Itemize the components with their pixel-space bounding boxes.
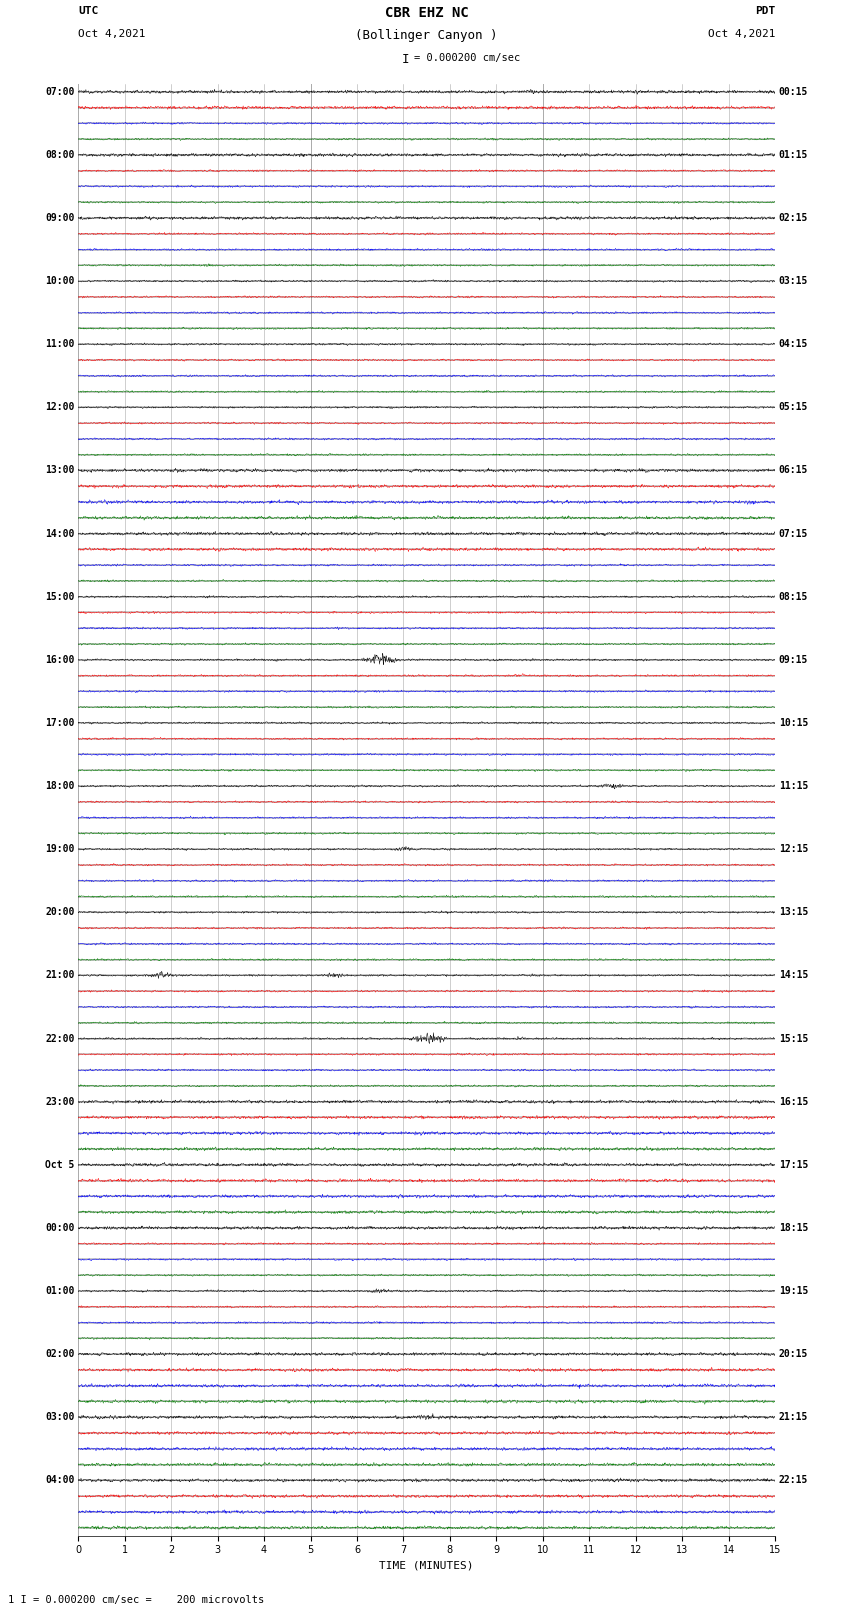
Text: 00:15: 00:15 bbox=[779, 87, 808, 97]
Text: 21:00: 21:00 bbox=[45, 971, 75, 981]
Text: 03:15: 03:15 bbox=[779, 276, 808, 286]
Text: 14:00: 14:00 bbox=[45, 529, 75, 539]
Text: 19:00: 19:00 bbox=[45, 844, 75, 855]
Text: Oct 4,2021: Oct 4,2021 bbox=[708, 29, 775, 39]
Text: 17:00: 17:00 bbox=[45, 718, 75, 727]
Text: 20:00: 20:00 bbox=[45, 907, 75, 918]
Text: 16:15: 16:15 bbox=[779, 1097, 808, 1107]
Text: 03:00: 03:00 bbox=[45, 1413, 75, 1423]
Text: 04:00: 04:00 bbox=[45, 1476, 75, 1486]
Text: 15:00: 15:00 bbox=[45, 592, 75, 602]
Text: 10:00: 10:00 bbox=[45, 276, 75, 286]
Text: 02:00: 02:00 bbox=[45, 1348, 75, 1360]
Text: UTC: UTC bbox=[78, 6, 99, 16]
Text: 10:15: 10:15 bbox=[779, 718, 808, 727]
Text: 11:15: 11:15 bbox=[779, 781, 808, 790]
Text: 01:15: 01:15 bbox=[779, 150, 808, 160]
Text: 00:00: 00:00 bbox=[45, 1223, 75, 1232]
Text: 19:15: 19:15 bbox=[779, 1286, 808, 1295]
Text: 04:15: 04:15 bbox=[779, 339, 808, 350]
Text: 07:00: 07:00 bbox=[45, 87, 75, 97]
Text: PDT: PDT bbox=[755, 6, 775, 16]
Text: 02:15: 02:15 bbox=[779, 213, 808, 223]
Text: 22:15: 22:15 bbox=[779, 1476, 808, 1486]
Text: 11:00: 11:00 bbox=[45, 339, 75, 350]
Text: 12:15: 12:15 bbox=[779, 844, 808, 855]
Text: 17:15: 17:15 bbox=[779, 1160, 808, 1169]
Text: Oct 5: Oct 5 bbox=[45, 1160, 75, 1169]
Text: 07:15: 07:15 bbox=[779, 529, 808, 539]
Text: (Bollinger Canyon ): (Bollinger Canyon ) bbox=[355, 29, 498, 42]
Text: 1 I = 0.000200 cm/sec =    200 microvolts: 1 I = 0.000200 cm/sec = 200 microvolts bbox=[8, 1595, 264, 1605]
Text: 08:15: 08:15 bbox=[779, 592, 808, 602]
Text: 16:00: 16:00 bbox=[45, 655, 75, 665]
Text: 12:00: 12:00 bbox=[45, 402, 75, 413]
Text: 01:00: 01:00 bbox=[45, 1286, 75, 1295]
Text: 05:15: 05:15 bbox=[779, 402, 808, 413]
Text: 09:15: 09:15 bbox=[779, 655, 808, 665]
Text: 23:00: 23:00 bbox=[45, 1097, 75, 1107]
Text: 15:15: 15:15 bbox=[779, 1034, 808, 1044]
Text: I: I bbox=[402, 53, 409, 66]
Text: 22:00: 22:00 bbox=[45, 1034, 75, 1044]
Text: = 0.000200 cm/sec: = 0.000200 cm/sec bbox=[414, 53, 520, 63]
Text: 20:15: 20:15 bbox=[779, 1348, 808, 1360]
Text: Oct 4,2021: Oct 4,2021 bbox=[78, 29, 145, 39]
X-axis label: TIME (MINUTES): TIME (MINUTES) bbox=[379, 1561, 474, 1571]
Text: 06:15: 06:15 bbox=[779, 466, 808, 476]
Text: 09:00: 09:00 bbox=[45, 213, 75, 223]
Text: 08:00: 08:00 bbox=[45, 150, 75, 160]
Text: 13:00: 13:00 bbox=[45, 466, 75, 476]
Text: 21:15: 21:15 bbox=[779, 1413, 808, 1423]
Text: 18:00: 18:00 bbox=[45, 781, 75, 790]
Text: CBR EHZ NC: CBR EHZ NC bbox=[385, 6, 468, 21]
Text: 14:15: 14:15 bbox=[779, 971, 808, 981]
Text: 18:15: 18:15 bbox=[779, 1223, 808, 1232]
Text: 13:15: 13:15 bbox=[779, 907, 808, 918]
